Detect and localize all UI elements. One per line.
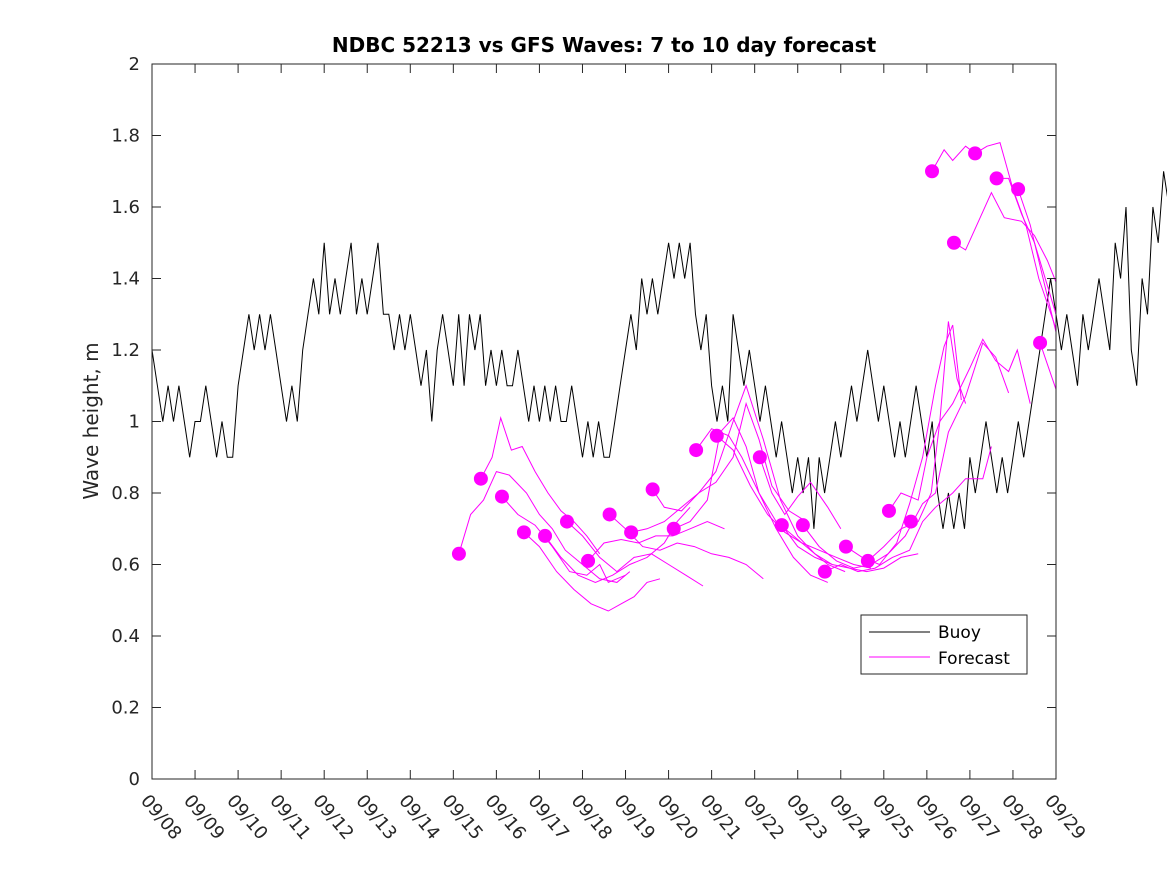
forecast-line xyxy=(824,446,992,573)
forecast-marker xyxy=(774,518,789,533)
y-tick-label: 1.2 xyxy=(111,340,140,361)
buoy-line xyxy=(151,171,1167,529)
forecast-marker xyxy=(473,471,488,486)
forecast-line xyxy=(501,496,626,584)
forecast-line xyxy=(931,145,976,172)
y-tick-label: 0.2 xyxy=(111,698,140,719)
forecast-line xyxy=(652,384,833,565)
forecast-marker xyxy=(666,521,681,536)
forecast-marker xyxy=(881,503,896,518)
y-tick-label: 1.8 xyxy=(111,126,140,147)
forecast-line xyxy=(716,435,872,569)
forecast-line xyxy=(630,401,807,533)
forecast-marker xyxy=(516,525,531,540)
forecast-marker xyxy=(752,450,767,465)
forecast-line xyxy=(759,457,842,530)
y-tick-label: 1.4 xyxy=(111,269,140,290)
forecast-line xyxy=(996,177,1057,315)
forecast-marker xyxy=(538,528,553,543)
forecast-line xyxy=(1039,342,1057,390)
axis-ticks xyxy=(151,63,1057,780)
forecast-line xyxy=(953,191,1057,283)
forecast-line xyxy=(673,416,828,583)
forecast-marker xyxy=(838,539,853,554)
forecast-marker xyxy=(494,489,509,504)
forecast-marker xyxy=(860,553,875,568)
forecast-line xyxy=(867,321,967,562)
y-tick-labels: 0 0.2 0.4 0.6 0.8 1 1.2 1.4 1.6 1.8 2 xyxy=(111,54,140,790)
legend-label-forecast: Forecast xyxy=(938,649,1010,669)
forecast-marker xyxy=(989,171,1004,186)
forecast-line xyxy=(458,471,631,583)
forecast-marker xyxy=(1011,182,1026,197)
y-tick-label: 2 xyxy=(129,54,140,75)
legend: Buoy Forecast xyxy=(860,614,1028,675)
y-tick-label: 1.6 xyxy=(111,197,140,218)
forecast-marker xyxy=(946,235,961,250)
forecast-marker xyxy=(817,564,832,579)
y-tick-label: 1 xyxy=(129,412,140,433)
forecast-marker xyxy=(602,507,617,522)
forecast-line xyxy=(1017,188,1057,333)
forecast-marker xyxy=(968,146,983,161)
forecast-markers xyxy=(451,146,1048,579)
legend-label-buoy: Buoy xyxy=(938,623,981,643)
forecast-marker xyxy=(624,525,639,540)
forecast-marker xyxy=(559,514,574,529)
forecast-marker xyxy=(581,553,596,568)
forecast-marker xyxy=(925,164,940,179)
y-tick-label: 0.8 xyxy=(111,483,140,504)
forecast-line xyxy=(480,416,601,555)
y-axis-label: Wave height, m xyxy=(79,342,103,499)
forecast-line xyxy=(566,521,704,587)
y-tick-label: 0.4 xyxy=(111,626,140,647)
forecast-marker xyxy=(689,443,704,458)
forecast-line xyxy=(888,338,1031,512)
y-tick-label: 0 xyxy=(129,769,140,790)
forecast-marker xyxy=(903,514,918,529)
forecast-marker xyxy=(645,482,660,497)
forecast-marker xyxy=(709,428,724,443)
forecast-marker xyxy=(451,546,466,561)
chart-title: NDBC 52213 vs GFS Waves: 7 to 10 day for… xyxy=(332,33,877,57)
forecast-series xyxy=(458,141,1057,612)
buoy-series xyxy=(151,171,1167,529)
forecast-line xyxy=(587,521,725,562)
forecast-marker xyxy=(795,518,810,533)
y-tick-label: 0.6 xyxy=(111,555,140,576)
forecast-marker xyxy=(1033,335,1048,350)
forecast-line xyxy=(523,531,661,612)
legend-box xyxy=(860,614,1028,675)
